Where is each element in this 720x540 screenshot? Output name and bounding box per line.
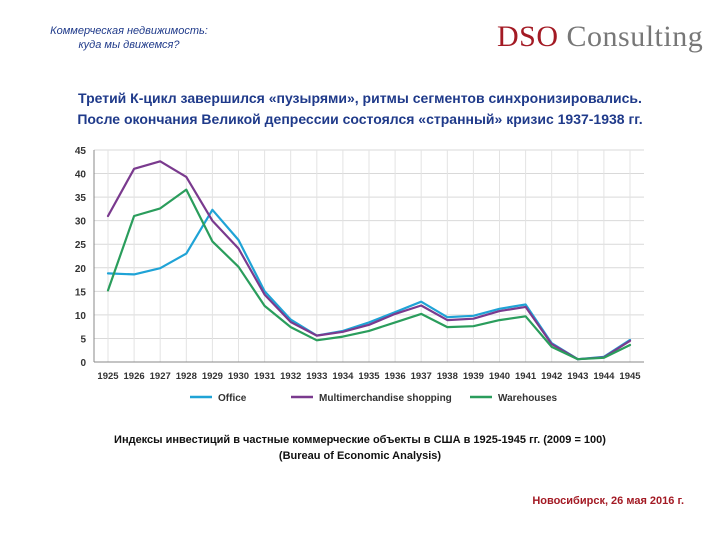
x-tick-label: 1934	[332, 371, 354, 382]
y-tick-label: 30	[75, 217, 87, 228]
x-tick-label: 1944	[593, 371, 615, 382]
x-tick-label: 1927	[150, 371, 171, 382]
y-tick-label: 25	[75, 240, 87, 251]
company-logo: DSO Consulting	[497, 20, 703, 54]
x-tick-label: 1940	[489, 371, 510, 382]
y-tick-label: 15	[75, 287, 87, 298]
x-tick-label: 1945	[619, 371, 641, 382]
footer-date: Новосибирск, 26 мая 2016 г.	[532, 495, 684, 507]
y-tick-label: 0	[80, 358, 86, 369]
x-tick-label: 1937	[411, 371, 432, 382]
line-chart: 0 5 10 15 20 25 30 35 40 45 1925 1926 1927 1928 1929 19…	[75, 146, 644, 404]
logo-part2: Consulting	[558, 20, 704, 53]
header-subtitle-line1: Коммерческая недвижимость:	[50, 25, 208, 37]
x-tick-label: 1926	[124, 371, 145, 382]
y-tick-label: 35	[75, 193, 87, 204]
legend-label: Office	[218, 393, 247, 404]
caption-line2: (Bureau of Economic Analysis)	[278, 450, 442, 462]
x-tick-label: 1936	[385, 371, 406, 382]
legend-label: Warehouses	[498, 393, 558, 404]
x-tick-label: 1938	[437, 371, 458, 382]
headline-line1: Третий К-цикл завершился «пузырями», рит…	[78, 90, 642, 106]
series-line	[106, 188, 632, 361]
x-tick-label: 1941	[515, 371, 537, 382]
series-line	[106, 160, 632, 361]
x-tick-label: 1942	[541, 371, 562, 382]
header-subtitle-line2: куда мы движемся?	[78, 39, 180, 51]
chart-caption: Индексы инвестиций в частные коммерчески…	[60, 432, 660, 464]
caption-line1: Индексы инвестиций в частные коммерчески…	[114, 434, 606, 446]
headline-line2: После окончания Великой депрессии состоя…	[77, 111, 643, 127]
y-tick-label: 10	[75, 311, 87, 322]
x-tick-label: 1935	[358, 371, 380, 382]
slide-headline: Третий К-цикл завершился «пузырями», рит…	[20, 88, 700, 130]
x-tick-label: 1929	[202, 371, 223, 382]
y-tick-label: 45	[75, 146, 87, 157]
header-subtitle: Коммерческая недвижимость: куда мы движе…	[34, 24, 224, 52]
x-tick-label: 1931	[254, 371, 276, 382]
x-tick-label: 1925	[97, 371, 119, 382]
x-tick-label: 1932	[280, 371, 301, 382]
legend-label: Multimerchandise shopping	[319, 393, 452, 404]
y-tick-label: 20	[75, 264, 87, 275]
y-tick-label: 5	[80, 334, 86, 345]
y-tick-label: 40	[75, 170, 87, 181]
logo-part1: DSO	[497, 20, 559, 53]
x-tick-label: 1933	[306, 371, 327, 382]
x-tick-label: 1930	[228, 371, 249, 382]
x-tick-label: 1943	[567, 371, 588, 382]
x-tick-label: 1928	[176, 371, 197, 382]
x-tick-label: 1939	[463, 371, 484, 382]
